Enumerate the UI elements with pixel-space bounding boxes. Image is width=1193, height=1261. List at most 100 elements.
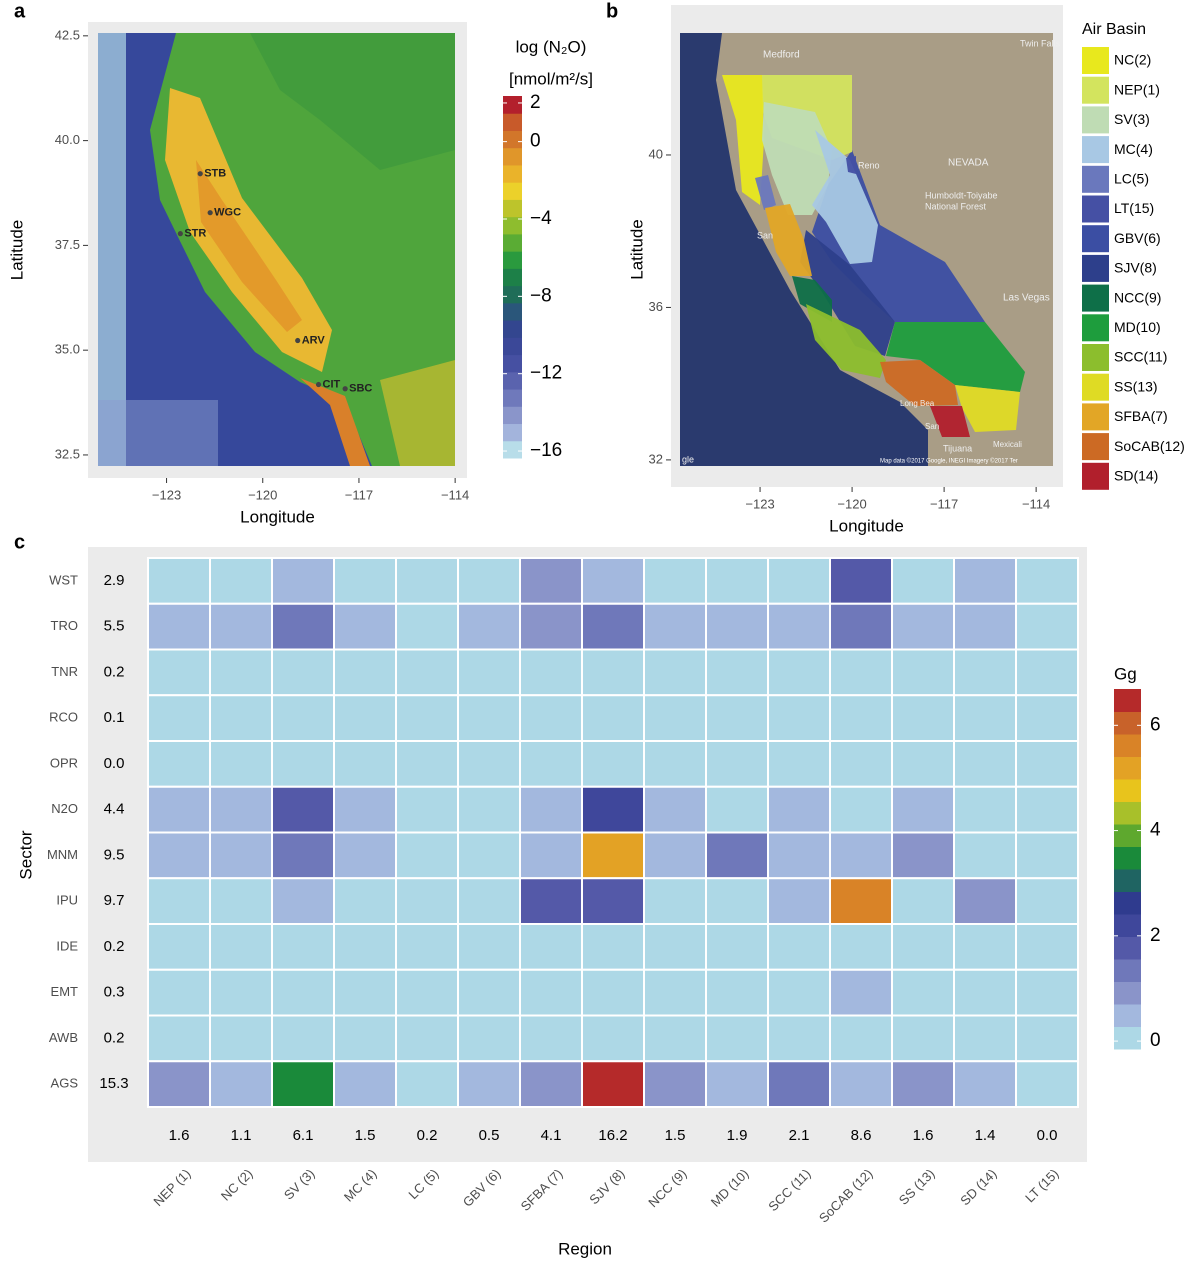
legend-swatch [1082, 47, 1109, 74]
colorbar-band [1114, 891, 1141, 915]
x-tick-label: −114 [441, 487, 469, 502]
legend-swatch [1082, 314, 1109, 342]
heat-cell [829, 968, 893, 1017]
heat-cell [457, 877, 521, 925]
colorbar-band [503, 406, 522, 425]
heat-cell [209, 785, 273, 834]
legend-label: NCC(9) [1114, 289, 1161, 305]
air-basin [930, 406, 970, 437]
raster-image [98, 33, 455, 466]
site-label: STR [184, 228, 206, 240]
column-total: 16.2 [598, 1127, 627, 1144]
y-tick-label: TRO [51, 618, 78, 633]
heat-cell [457, 968, 521, 1017]
heat-cell [457, 1060, 521, 1108]
heat-cell [271, 968, 335, 1017]
column-total: 0.0 [1037, 1127, 1058, 1144]
heat-cell [209, 1014, 273, 1063]
heat-cell [519, 877, 583, 925]
heat-cell [767, 648, 831, 697]
heat-cell [209, 740, 273, 788]
heat-cell [891, 785, 955, 834]
colorbar-label: −8 [530, 285, 552, 306]
site-label: WGC [214, 207, 241, 219]
colorbar-label: −4 [530, 208, 552, 229]
heat-cell [147, 877, 211, 925]
heat-cell [519, 923, 583, 971]
x-tick-label: −120 [837, 496, 866, 511]
heat-cell [705, 923, 769, 971]
air-basin [800, 230, 895, 356]
row-total: 0.2 [104, 938, 125, 955]
column-total: 4.1 [541, 1127, 562, 1144]
heat-cell [705, 1014, 769, 1063]
heat-cell [953, 602, 1017, 651]
heat-cell [829, 1060, 893, 1108]
heat-cell [705, 602, 769, 651]
heat-cell [705, 1060, 769, 1108]
basemap-label: Map data ©2017 Google, INEGI Imagery ©20… [880, 458, 1018, 465]
heat-cell [519, 968, 583, 1017]
heat-cell [829, 740, 893, 788]
heat-cell [581, 923, 645, 971]
basemap-label: Humboldt-Toiyabe [925, 190, 998, 200]
heat-cell [953, 648, 1017, 697]
heat-cell [581, 694, 645, 742]
heat-cell [891, 1014, 955, 1063]
heat-cell [829, 1014, 893, 1063]
heat-cell [457, 602, 521, 651]
heat-cell [209, 923, 273, 971]
y-tick-label: EMT [51, 984, 79, 999]
heat-cell [147, 740, 211, 788]
heat-cell [395, 785, 459, 834]
heat-cell [395, 557, 459, 605]
colorbar-band [503, 96, 522, 114]
heat-cell [519, 1060, 583, 1108]
heat-cell [1015, 968, 1079, 1017]
site-label: SBC [349, 383, 372, 395]
heat-cell [147, 694, 211, 742]
heat-cell [643, 648, 707, 697]
heat-cell [209, 1060, 273, 1108]
air-basin [792, 276, 832, 322]
basemap-label: Las Vegas [1003, 293, 1050, 304]
heat-cell [147, 1014, 211, 1063]
legend-swatch [1082, 76, 1109, 104]
x-tick-label: SD (14) [957, 1166, 999, 1208]
column-total: 1.4 [975, 1127, 996, 1144]
y-tick-label: 36 [649, 299, 663, 314]
x-tick-label: NEP (1) [150, 1166, 193, 1209]
air-basin [955, 385, 1020, 432]
heat-cell [147, 648, 211, 697]
x-tick-label: LT (15) [1022, 1166, 1061, 1205]
heat-cell [643, 877, 707, 925]
basemap-label: gle [682, 454, 694, 464]
heat-cell [581, 557, 645, 605]
x-tick-label: −114 [1022, 496, 1050, 511]
y-tick-label: 32 [649, 451, 663, 466]
heat-cell [147, 602, 211, 651]
basemap-label: Tijuana [943, 443, 972, 453]
heat-cell [891, 968, 955, 1017]
row-total: 5.5 [104, 618, 125, 635]
y-tick-label: 42.5 [55, 27, 80, 42]
heat-cell [333, 648, 397, 697]
heat-cell [643, 923, 707, 971]
heat-cell [767, 557, 831, 605]
heat-cell [147, 785, 211, 834]
y-tick-label: MNM [47, 847, 78, 862]
heat-cell [705, 785, 769, 834]
heat-cell [333, 694, 397, 742]
heat-cell [643, 602, 707, 651]
heat-cell [1015, 923, 1079, 971]
y-tick-label: TNR [51, 664, 78, 679]
site-marker [177, 231, 183, 237]
air-basin [765, 204, 812, 276]
x-tick-label: MC (4) [341, 1166, 380, 1205]
legend-label: NC(2) [1114, 52, 1151, 68]
legend-label: SFBA(7) [1114, 408, 1168, 424]
column-total: 1.5 [665, 1127, 686, 1144]
panel-label: b [606, 0, 618, 22]
heat-cell [333, 923, 397, 971]
row-total: 0.0 [104, 755, 125, 772]
